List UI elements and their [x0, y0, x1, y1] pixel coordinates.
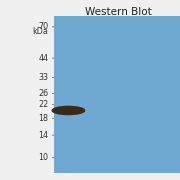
Text: 44: 44 — [39, 54, 49, 63]
Text: 26: 26 — [39, 89, 49, 98]
Text: 33: 33 — [39, 73, 49, 82]
Text: Western Blot: Western Blot — [86, 7, 152, 17]
Text: 10: 10 — [39, 153, 49, 162]
Text: kDa: kDa — [33, 27, 49, 36]
Text: 14: 14 — [39, 131, 49, 140]
Text: 22: 22 — [38, 100, 49, 109]
Text: ← 20kDa: ← 20kDa — [115, 106, 153, 115]
Text: 70: 70 — [39, 22, 49, 31]
Text: 18: 18 — [39, 114, 49, 123]
